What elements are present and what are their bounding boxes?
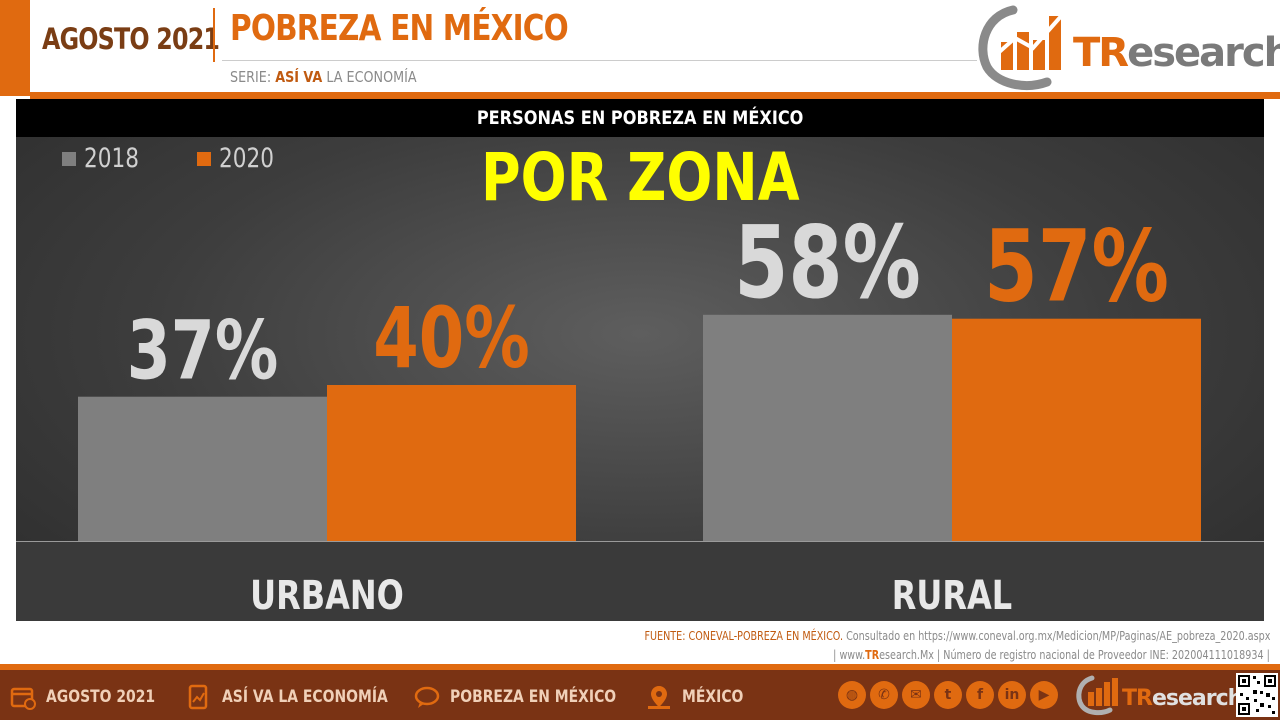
footer-accent-bar xyxy=(0,664,1280,670)
footer-series-label: ASÍ VA LA ECONOMÍA xyxy=(222,687,388,707)
header-rule xyxy=(222,60,977,61)
source-name: CONEVAL-POBREZA EN MÉXICO. xyxy=(688,629,843,643)
legend-swatch-2020 xyxy=(196,151,211,166)
header-bottom-bar xyxy=(30,92,1280,99)
bar-rural-2018 xyxy=(703,314,952,541)
category-label-urbano: URBANO xyxy=(250,571,404,618)
data-label-rural-2018: 58% xyxy=(734,205,921,321)
chat-icon xyxy=(414,686,440,708)
facebook-icon[interactable]: f xyxy=(966,681,994,709)
globe-icon[interactable]: ◍ xyxy=(838,681,866,709)
series-prefix: SERIE: xyxy=(230,68,272,86)
header-date: AGOSTO 2021 xyxy=(42,22,220,56)
footer-item-country: MÉXICO xyxy=(646,684,757,710)
website-rest[interactable]: esearch.Mx xyxy=(879,648,935,662)
source-label: FUENTE: xyxy=(644,629,686,643)
logo-swoosh-icon xyxy=(978,5,1065,90)
series-rest: LA ECONOMÍA xyxy=(326,68,417,86)
legend-label-2020: 2020 xyxy=(218,143,274,174)
legend-swatch-2018 xyxy=(62,151,76,166)
source-note: FUENTE: CONEVAL-POBREZA EN MÉXICO. Consu… xyxy=(488,627,1270,665)
linkedin-icon[interactable]: in xyxy=(998,681,1026,709)
footer-item-series: ASÍ VA LA ECONOMÍA xyxy=(186,684,424,710)
header: AGOSTO 2021 POBREZA EN MÉXICO SERIE: ASÍ… xyxy=(30,0,1280,92)
bar-urbano-2018 xyxy=(78,396,327,541)
tresearch-logo: TResearch xyxy=(975,2,1280,92)
x-axis-line xyxy=(16,541,1264,542)
series-label: SERIE: ASÍ VA LA ECONOMÍA xyxy=(230,68,417,86)
footer-logo-swoosh-icon xyxy=(1076,675,1118,716)
chart-panel: PERSONAS EN POBREZA EN MÉXICO POR ZONA 2… xyxy=(16,99,1264,621)
data-label-rural-2020: 57% xyxy=(984,209,1169,324)
footer-item-date: AGOSTO 2021 xyxy=(10,684,179,710)
social-links: ◍ ✆ ✉ t f in ▶ xyxy=(838,681,1058,709)
chart-title: PERSONAS EN POBREZA EN MÉXICO xyxy=(476,107,804,129)
header-accent-strip xyxy=(0,0,30,96)
footer-item-topic: POBREZA EN MÉXICO xyxy=(414,684,653,710)
data-label-urbano-2018: 37% xyxy=(127,304,279,399)
registry-number: | Número de registro nacional de Proveed… xyxy=(937,648,1270,662)
category-band xyxy=(16,541,1264,621)
bar-rural-2020 xyxy=(952,318,1201,541)
phone-icon[interactable]: ✆ xyxy=(870,681,898,709)
footer-topic-label: POBREZA EN MÉXICO xyxy=(450,687,617,707)
footer-logo-wordmark: TResearch xyxy=(1122,686,1243,711)
page-title: POBREZA EN MÉXICO xyxy=(230,8,569,49)
data-label-urbano-2020: 40% xyxy=(373,289,530,387)
footer: AGOSTO 2021 ASÍ VA LA ECONOMÍA POBREZA E… xyxy=(0,670,1280,720)
bar-urbano-2020 xyxy=(327,385,576,541)
calendar-icon xyxy=(10,687,36,710)
header-divider xyxy=(213,8,215,62)
legend-label-2018: 2018 xyxy=(84,143,139,174)
series-highlight: ASÍ VA xyxy=(275,68,323,86)
chart-subtitle: POR ZONA xyxy=(480,139,800,216)
twitter-icon[interactable]: t xyxy=(934,681,962,709)
legend-item-2020: 2020 xyxy=(196,143,288,174)
youtube-icon[interactable]: ▶ xyxy=(1030,681,1058,709)
qr-code-icon xyxy=(1236,673,1278,717)
bar-chart: 37% 40% URBANO 58% 57% RURAL xyxy=(78,205,1201,619)
report-icon xyxy=(188,684,208,710)
legend-item-2018: 2018 xyxy=(62,143,153,174)
footer-logo: TResearch xyxy=(1074,674,1243,716)
chart-title-bar xyxy=(16,99,1264,137)
footer-date-label: AGOSTO 2021 xyxy=(46,687,156,707)
website-tr: TR xyxy=(865,648,880,662)
mail-icon[interactable]: ✉ xyxy=(902,681,930,709)
category-label-rural: RURAL xyxy=(892,571,1012,618)
source-url[interactable]: Consultado en https://www.coneval.org.mx… xyxy=(845,629,1270,643)
website-prefix: | www. xyxy=(833,648,866,662)
map-pin-icon xyxy=(648,686,670,709)
logo-wordmark: TResearch xyxy=(1073,30,1280,76)
footer-country-label: MÉXICO xyxy=(682,687,744,707)
chart-legend: 2018 2020 xyxy=(62,143,287,174)
